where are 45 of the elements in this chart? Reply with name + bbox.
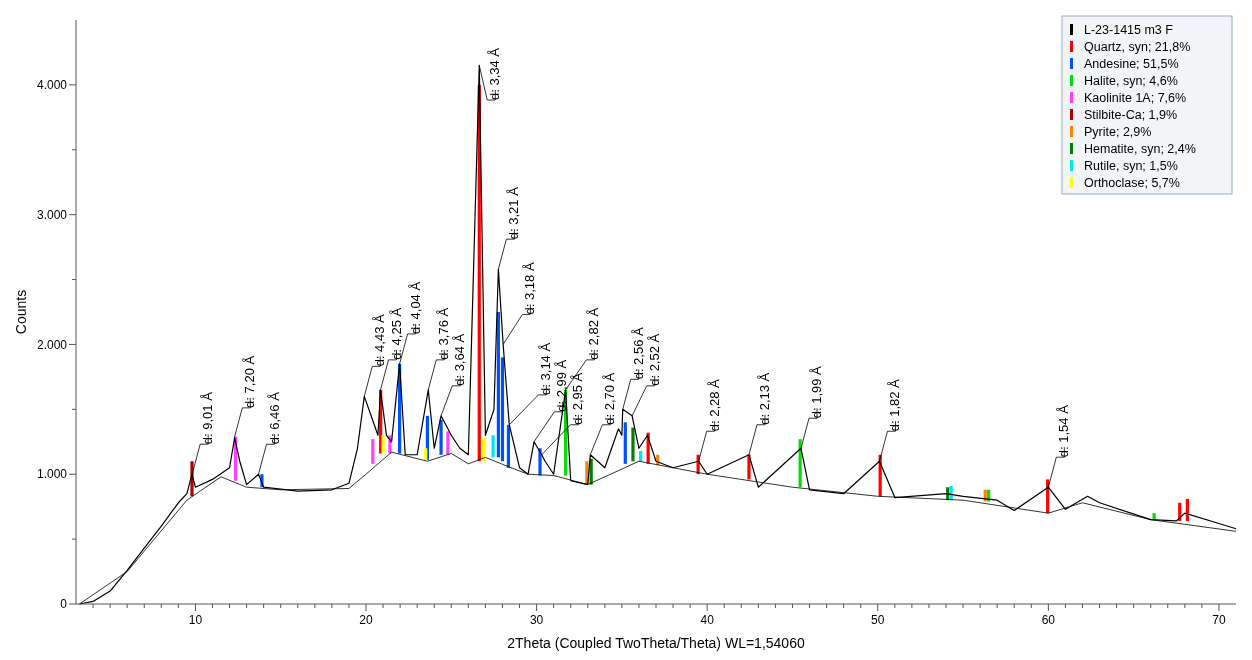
x-tick-label: 70 bbox=[1212, 613, 1226, 627]
annotation: d: 1,82 Å bbox=[887, 378, 903, 432]
annotation: d: 3,18 Å bbox=[522, 262, 538, 315]
annotation: d: 6,46 Å bbox=[266, 391, 282, 445]
y-tick-label: 4.000 bbox=[36, 78, 68, 93]
annotation: d: 2,70 Å bbox=[602, 372, 618, 425]
legend-label: L-23-1415 m3 F bbox=[1084, 23, 1174, 37]
legend-label: Andesine; 51,5% bbox=[1084, 57, 1179, 71]
x-tick-label: 60 bbox=[1041, 613, 1056, 627]
y-axis-title: Counts bbox=[13, 289, 29, 335]
annotation: d: 1,99 Å bbox=[809, 365, 824, 419]
y-tick-label: 0 bbox=[60, 597, 68, 612]
legend-label: Kaolinite 1A; 7,6% bbox=[1084, 91, 1187, 105]
annotation: d: 1,54 Å bbox=[1056, 404, 1072, 458]
annotation: d: 2,56 Å bbox=[630, 326, 646, 380]
annotation: d: 4,04 Å bbox=[407, 281, 423, 334]
x-tick-label: 20 bbox=[359, 613, 373, 627]
annotation: d: 2,52 Å bbox=[646, 333, 662, 386]
annotation: d: 7,20 Å bbox=[242, 355, 258, 408]
annotation: d: 4,25 Å bbox=[388, 307, 404, 360]
annotation: d: 3,64 Å bbox=[452, 333, 468, 386]
x-tick-label: 50 bbox=[871, 613, 885, 627]
legend-label: Rutile, syn; 1,5% bbox=[1084, 159, 1178, 173]
annotation: d: 9,01 Å bbox=[200, 391, 216, 445]
legend-label: Halite, syn; 4,6% bbox=[1084, 74, 1178, 88]
x-axis-title: 2Theta (Coupled TwoTheta/Theta) WL=1,54060 bbox=[507, 635, 805, 651]
x-tick-label: 30 bbox=[529, 613, 544, 627]
legend-label: Pyrite; 2,9% bbox=[1084, 125, 1152, 139]
y-tick-label: 1.000 bbox=[36, 467, 68, 482]
annotation: d: 2,82 Å bbox=[586, 307, 602, 360]
annotation: d: 3,76 Å bbox=[436, 307, 452, 360]
legend-label: Hematite, syn; 2,4% bbox=[1084, 142, 1196, 156]
legend-label: Stilbite-Ca; 1,9% bbox=[1084, 108, 1178, 122]
annotation: d: 3,14 Å bbox=[538, 342, 554, 395]
annotation: d: 2,13 Å bbox=[756, 372, 772, 425]
annotation: d: 2,28 Å bbox=[706, 378, 722, 432]
legend-label: Orthoclase; 5,7% bbox=[1084, 176, 1180, 190]
y-tick-label: 3.000 bbox=[36, 207, 68, 222]
x-tick-label: 40 bbox=[700, 613, 715, 627]
annotation: d: 4,43 Å bbox=[372, 313, 388, 367]
annotation: d: 3,34 Å bbox=[487, 47, 503, 100]
x-tick-label: 10 bbox=[188, 613, 203, 627]
y-tick-label: 2.000 bbox=[36, 337, 68, 352]
legend-label: Quartz, syn; 21,8% bbox=[1084, 40, 1191, 54]
annotation: d: 3,21 Å bbox=[506, 186, 522, 240]
